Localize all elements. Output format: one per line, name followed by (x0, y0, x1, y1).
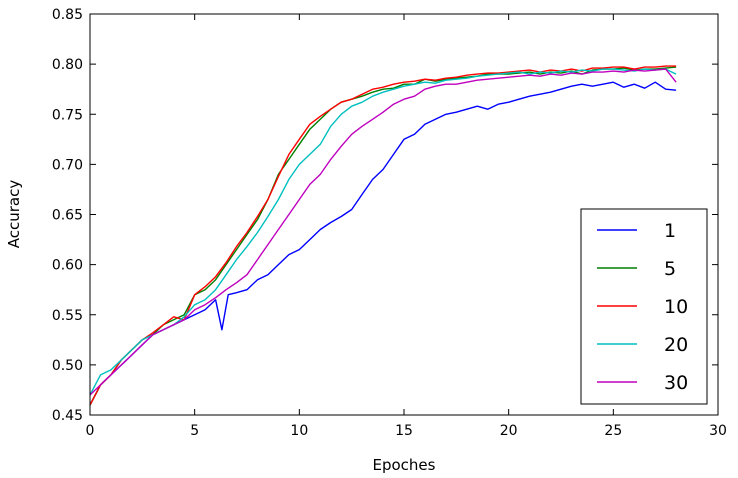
y-tick-label: 0.45 (52, 408, 83, 424)
x-tick-label: 30 (709, 423, 727, 439)
x-axis-label: Epoches (373, 456, 436, 474)
y-tick-label: 0.50 (52, 358, 83, 374)
y-tick-label: 0.80 (52, 57, 83, 73)
x-tick-label: 10 (290, 423, 308, 439)
x-tick-label: 20 (500, 423, 518, 439)
y-tick-label: 0.85 (52, 7, 83, 23)
series-layer (89, 65, 677, 406)
series-line-20 (89, 68, 677, 396)
y-tick-label: 0.75 (52, 107, 83, 123)
axes-layer: 0 5 10 15 20 25 300.450.500.550.600.650.700.75… (52, 7, 727, 439)
legend-label-5: 5 (664, 258, 676, 280)
x-tick-label: 5 (190, 423, 199, 439)
legend-label-30: 30 (664, 372, 688, 394)
y-tick-label: 0.60 (52, 258, 83, 274)
series-line-1 (89, 81, 677, 406)
legend-label-1: 1 (664, 220, 676, 242)
series-line-30 (89, 68, 677, 396)
y-tick-label: 0.65 (52, 208, 83, 224)
y-axis-label: Accuracy (5, 180, 23, 249)
legend: 1 5 10 20 30 (580, 208, 708, 405)
y-tick-label: 0.70 (52, 157, 83, 173)
x-tick-label: 15 (395, 423, 413, 439)
legend-label-10: 10 (664, 296, 688, 318)
x-tick-label: 25 (604, 423, 622, 439)
x-tick-label: 0 (86, 423, 95, 439)
legend-label-20: 20 (664, 334, 688, 356)
y-tick-label: 0.55 (52, 308, 83, 324)
